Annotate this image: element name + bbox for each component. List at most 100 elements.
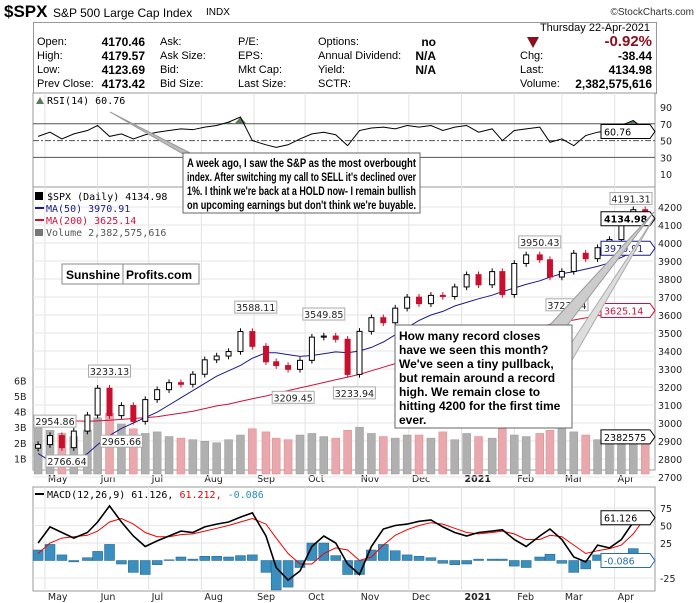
price-annotation-box (332, 386, 376, 400)
price-annotation-box (45, 454, 89, 468)
price-annotation: 2766.64 (47, 457, 86, 468)
macd-histogram-bar (509, 560, 520, 567)
macd-histogram-bar (449, 560, 460, 565)
volume-bar (176, 437, 186, 475)
macd-histogram-bar (44, 544, 56, 561)
rsi-tag-box (600, 124, 656, 140)
candle-body (35, 444, 42, 449)
volume-bar (545, 430, 555, 475)
candle-body (451, 286, 458, 297)
last-price-tag: 4134.98 (604, 215, 648, 226)
price-annotation: 2954.86 (35, 417, 74, 428)
macd-histogram-bar (56, 554, 68, 561)
price-annotation-box (99, 434, 143, 448)
symbol: $SPX (4, 2, 48, 21)
x-tick-label: Sep (257, 474, 275, 485)
quote-v1-0: 4170.46 (101, 35, 145, 49)
macd-histogram-bar (104, 544, 115, 561)
candle-body (511, 263, 518, 295)
candle-body (213, 355, 220, 361)
volume-bar (593, 439, 602, 475)
candle-body (177, 382, 184, 385)
macd-tick-label: 50 (660, 522, 672, 533)
macd-values-legend: MACD(12,26,9) 61.126, (47, 490, 179, 501)
macd-histogram-bar (175, 556, 187, 561)
quote-v4-1: N/A (415, 49, 436, 63)
index-name: S&P 500 Large Cap Index (53, 6, 193, 20)
callout-1-line: A week ago, I saw the S&P as the most ov… (187, 156, 416, 170)
volume-tick-label: 3B (14, 423, 27, 434)
rsi-tick-label: 50 (660, 137, 672, 148)
macd-histogram-bar (401, 554, 413, 561)
rsi-legend: RSI(14) 60.76 (47, 96, 125, 107)
volume-bar (535, 433, 545, 475)
candle-body (225, 351, 232, 357)
x-tick-label: Mar (565, 474, 583, 485)
ma50-legend: MA(50) 3970.91 (46, 204, 130, 215)
volume-bar (152, 431, 162, 475)
x-tick-label: Aug (204, 474, 223, 485)
price-tick-label: 3700 (658, 293, 682, 304)
x-tick-label-macd: 2021 (465, 592, 491, 603)
volume-bar (510, 434, 519, 475)
price-annotation-box (88, 364, 132, 378)
price-tick-label: 3600 (658, 311, 682, 322)
quote-l3-1: EPS: (238, 50, 264, 62)
price-annotation: 3950.43 (520, 238, 559, 249)
rsi-legend-icon (36, 97, 44, 104)
macd-histogram-bar (306, 542, 318, 561)
volume-bar (438, 431, 448, 475)
volume-bar (605, 440, 614, 475)
quote-v5-3: 2,382,575,616 (575, 77, 652, 91)
quote-l5-3: Volume: (520, 78, 560, 90)
price-annotation: 2965.66 (102, 437, 141, 448)
volume-bar (188, 439, 198, 475)
volume-bar (236, 434, 245, 475)
volume-bar (379, 436, 388, 475)
candle-body (237, 331, 244, 353)
macd-histogram-bar (544, 553, 556, 561)
rsi-tick-label: 10 (660, 170, 672, 181)
candle-body (106, 387, 113, 417)
callout-2-line: hitting 4200 for the first time (399, 399, 561, 413)
price-tick-label: 3100 (658, 401, 682, 412)
volume-bar (414, 434, 424, 475)
x-tick-label-macd: Sep (257, 592, 275, 603)
volume-bar (557, 426, 567, 475)
candle-body (489, 271, 496, 286)
candle-body (201, 359, 208, 375)
x-tick-label: Nov (361, 474, 380, 485)
macd-histogram-bar (568, 560, 580, 573)
macd-signal-legend: 61.212, (179, 490, 227, 501)
macd-histogram-bar (270, 560, 282, 591)
price-annotation-box (271, 390, 315, 404)
volume-bar (331, 437, 340, 475)
candle-body (308, 336, 315, 361)
x-tick-label-macd: Mar (565, 592, 583, 603)
macd-histogram-bar (235, 555, 246, 561)
price-annotation: 3233.13 (90, 367, 129, 378)
macd-histogram-bar (187, 558, 199, 561)
quote-l2-2: Bid: (160, 64, 179, 76)
quote-l1-3: Prev Close: (37, 78, 94, 90)
x-tick-label: Feb (517, 474, 534, 485)
candle-body (320, 335, 327, 338)
callout-2-line: but remain around a record (399, 371, 555, 385)
volume-bar (261, 431, 271, 475)
quote-v1-1: 4179.57 (101, 49, 145, 63)
x-tick-label-macd: Dec (412, 592, 430, 603)
candle-body (344, 338, 351, 375)
macd-histogram-bar (260, 560, 272, 573)
candle-body (70, 430, 77, 449)
ma50-line (37, 247, 646, 465)
macd-histogram-bar (92, 551, 103, 561)
volume-bar (617, 439, 626, 475)
candle-body (475, 274, 482, 286)
quote-v1-3: 4173.42 (101, 77, 145, 91)
macd-tag: 61.126 (604, 514, 637, 525)
price-tick-label: 2900 (658, 437, 682, 448)
price-annotation: 3233.94 (335, 389, 374, 400)
price-tick-label: 3900 (658, 257, 682, 268)
quote-l5-2: Last: (520, 64, 544, 76)
